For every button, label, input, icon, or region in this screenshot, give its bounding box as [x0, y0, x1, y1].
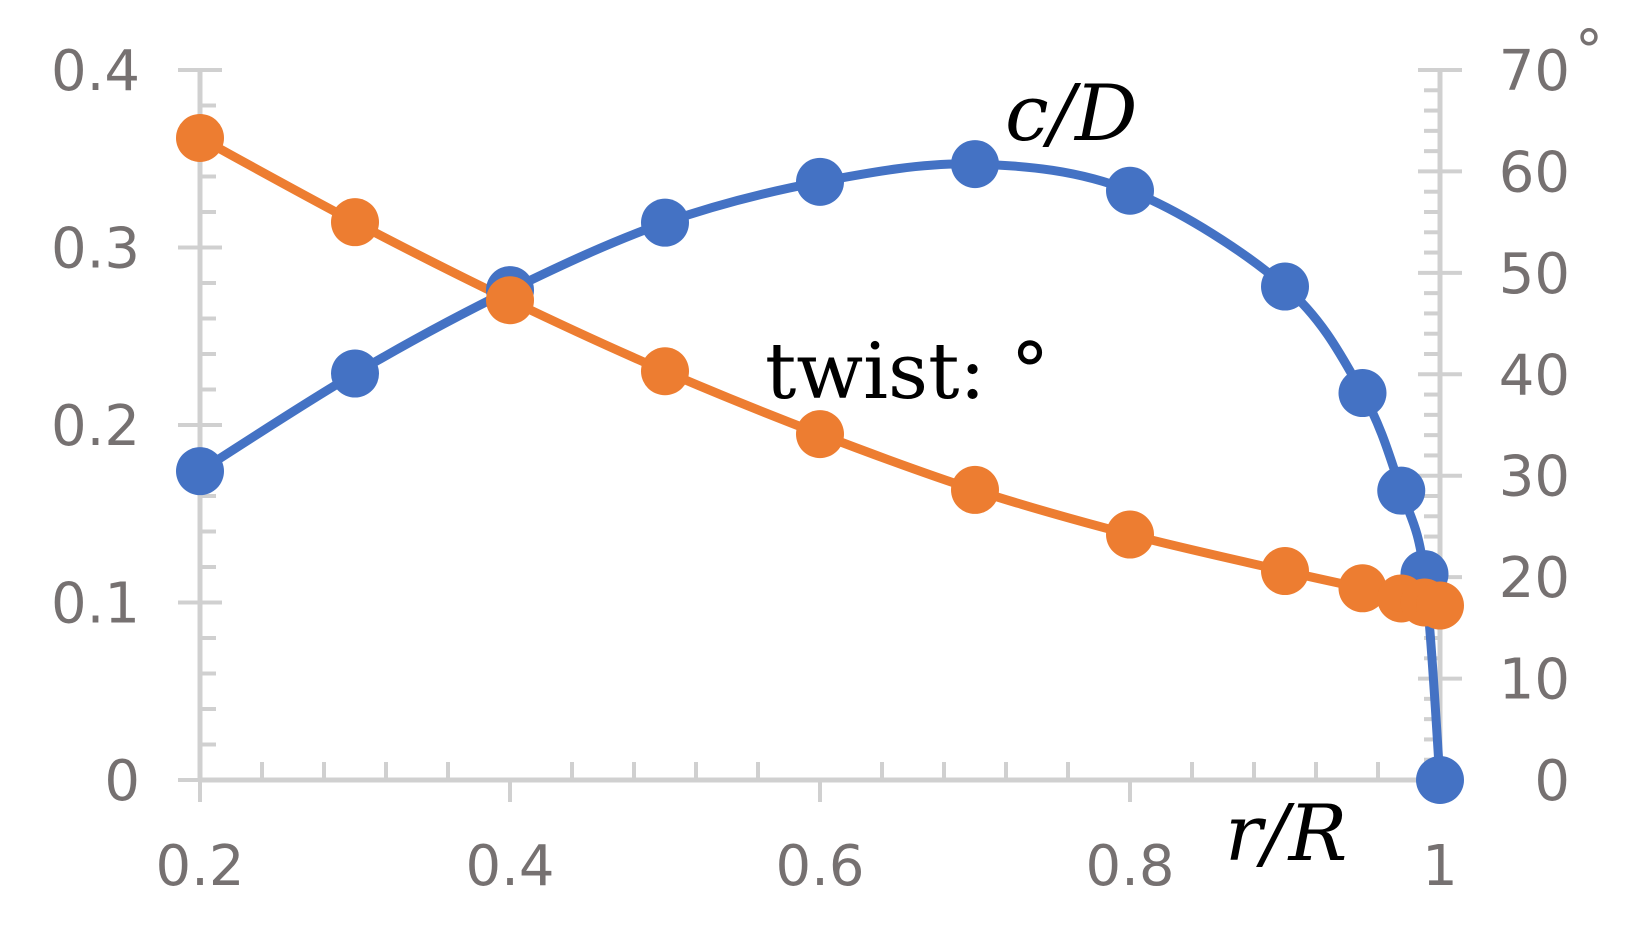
annotations: c/D twist: ° r/R ° — [765, 19, 1603, 879]
c-over-d-annotation: c/D — [1005, 69, 1138, 159]
data-point-cd — [951, 140, 999, 189]
x-tick-label: 0.6 — [775, 834, 864, 899]
tick-labels: 0 0.1 0.2 0.3 0.4 0 10 20 30 40 50 60 70 0.2 0.4 0.6 0.8… — [51, 39, 1570, 899]
left-y-tick-label: 0.2 — [51, 394, 140, 459]
left-y-tick-label: 0 — [104, 749, 140, 814]
data-point-twist — [796, 410, 844, 459]
x-tick-label: 0.4 — [465, 834, 554, 899]
x-tick-label: 1 — [1422, 834, 1458, 899]
data-point-twist — [641, 347, 689, 396]
data-point-cd — [1261, 262, 1309, 311]
data-point-cd — [641, 198, 689, 247]
data-point-twist — [1261, 547, 1309, 596]
right-y-tick-label: 50 — [1499, 242, 1570, 307]
x-tick-label: 0.2 — [155, 834, 244, 899]
series-line-cd — [195, 159, 1445, 785]
right-y-tick-label: 10 — [1499, 648, 1570, 713]
right-y-tick-label: 30 — [1499, 445, 1570, 510]
data-point-cd — [176, 447, 224, 496]
data-point-cd — [796, 157, 844, 206]
right-y-tick-label: 60 — [1499, 140, 1570, 205]
right-y-tick-label: 20 — [1499, 546, 1570, 611]
data-point-cd — [1106, 166, 1154, 215]
data-point-twist — [1106, 510, 1154, 559]
left-y-tick-label: 0.3 — [51, 217, 140, 282]
right-y-tick-label: 70 — [1499, 39, 1570, 104]
data-point-cd — [1377, 466, 1426, 515]
right-y-tick-label: 40 — [1499, 343, 1570, 408]
data-point-cd — [1416, 756, 1464, 804]
data-point-twist — [1338, 564, 1387, 613]
data-point-twist — [486, 276, 534, 325]
data-point-twist — [176, 113, 224, 162]
twist-annotation: twist: ° — [765, 327, 1050, 417]
data-point-twist — [331, 198, 379, 247]
series-lines — [195, 133, 1445, 785]
left-y-tick-label: 0.1 — [51, 572, 140, 637]
x-tick-label: 0.8 — [1085, 834, 1174, 899]
data-point-cd — [1338, 369, 1387, 418]
data-point-twist — [951, 465, 999, 514]
data-point-cd — [331, 349, 379, 398]
right-y-tick-label: 0 — [1534, 749, 1570, 814]
series-points — [176, 113, 1464, 804]
x-axis-title: r/R — [1225, 789, 1347, 879]
data-point-twist — [1416, 581, 1464, 630]
left-y-tick-label: 0.4 — [51, 39, 140, 104]
right-axis-unit-label: ° — [1575, 19, 1603, 84]
